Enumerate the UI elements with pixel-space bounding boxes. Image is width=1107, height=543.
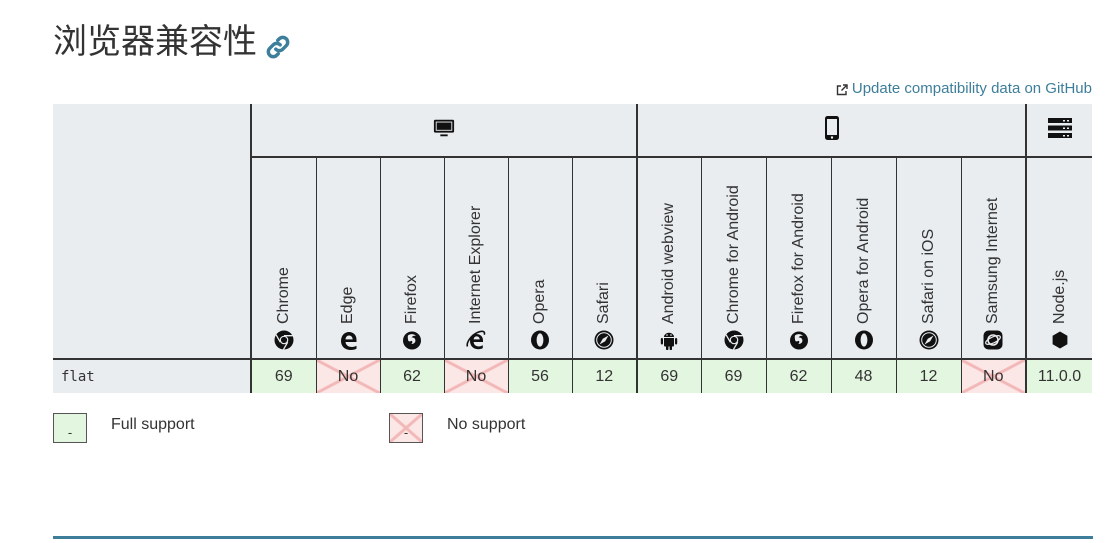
support-cell-safari-on-ios[interactable]: 12: [895, 358, 962, 393]
support-cell-firefox-for-android[interactable]: 62: [765, 358, 832, 393]
chrome-icon: [724, 330, 744, 350]
browser-name: Samsung Internet: [984, 197, 1002, 324]
update-compat-link[interactable]: Update compatibility data on GitHub: [836, 80, 1092, 97]
browser-header-internet-explorer: Internet Explorer: [443, 157, 508, 359]
section-divider: [53, 536, 1093, 539]
samsung-icon: [983, 330, 1003, 350]
support-cell-opera-for-android[interactable]: 48: [830, 358, 897, 393]
chrome-icon: [274, 330, 294, 350]
page-heading: 浏览器兼容性: [53, 14, 291, 63]
browser-name: Safari: [595, 282, 613, 324]
desktop-icon: [432, 119, 456, 143]
update-link-label: Update compatibility data on GitHub: [851, 80, 1092, 97]
platform-mobile: [636, 104, 1027, 158]
support-cell-chrome-for-android[interactable]: 69: [700, 358, 767, 393]
opera-icon: [530, 330, 550, 350]
support-cell-edge[interactable]: No: [315, 358, 380, 393]
browser-header-chrome-for-android: Chrome for Android: [700, 157, 767, 359]
opera-icon: [854, 330, 874, 350]
browser-header-node-js: Node.js: [1025, 157, 1093, 359]
legend-full-label: Full support: [111, 416, 195, 433]
external-link-icon: [836, 83, 848, 95]
support-cell-safari[interactable]: 12: [571, 358, 638, 393]
browser-header-opera: Opera: [507, 157, 572, 359]
browser-name: Node.js: [1050, 269, 1068, 324]
browser-header-row: Chrome Edge Firefox Internet Explorer Opera S…: [53, 157, 1093, 359]
safari-icon: [594, 330, 614, 350]
platform-server: [1025, 104, 1093, 158]
feature-name: flat: [57, 366, 99, 387]
feature-name-cell: flat: [53, 358, 251, 393]
legend-full-swatch: -: [53, 413, 87, 443]
browser-header-edge: Edge: [315, 157, 380, 359]
browser-header-samsung-internet: Samsung Internet: [960, 157, 1027, 359]
support-cell-opera[interactable]: 56: [507, 358, 572, 393]
platform-desktop: [249, 104, 638, 158]
support-cell-node-js[interactable]: 11.0.0: [1025, 358, 1093, 393]
heading-text: 浏览器兼容性: [53, 22, 257, 62]
browser-name: Chrome: [274, 267, 292, 324]
support-cell-firefox[interactable]: 62: [379, 358, 444, 393]
browser-header-firefox: Firefox: [379, 157, 444, 359]
legend-no-label: No support: [447, 416, 526, 433]
browser-name: Opera: [531, 279, 548, 324]
browser-name: Android webview: [660, 203, 678, 324]
nodejs-icon: [1050, 330, 1070, 350]
browser-header-safari-on-ios: Safari on iOS: [895, 157, 962, 359]
permalink-icon[interactable]: [265, 29, 291, 58]
android-icon: [659, 330, 679, 351]
table-corner: [53, 104, 251, 359]
browser-name: Safari on iOS: [919, 228, 937, 324]
browser-name: Opera for Android: [854, 197, 872, 324]
browser-name: Firefox: [403, 275, 420, 324]
legend: - Full support - No support: [53, 413, 653, 449]
support-cell-android-webview[interactable]: 69: [636, 358, 702, 393]
browser-header-chrome: Chrome: [250, 157, 316, 359]
mobile-icon: [824, 115, 840, 145]
firefox-icon: [402, 330, 422, 350]
browser-name: Chrome for Android: [724, 185, 742, 324]
browser-name: Internet Explorer: [467, 205, 484, 324]
browser-header-opera-for-android: Opera for Android: [830, 157, 897, 359]
legend-no-support: - No support: [389, 413, 525, 443]
compat-table: Chrome Edge Firefox Internet Explorer Opera S…: [53, 104, 1093, 393]
safari-icon: [919, 330, 939, 350]
browser-header-safari: Safari: [571, 157, 638, 359]
server-icon: [1047, 117, 1072, 143]
support-cell-chrome[interactable]: 69: [250, 358, 316, 393]
edge-icon: [338, 330, 358, 350]
legend-full-support: - Full support: [53, 413, 195, 443]
legend-no-swatch: -: [389, 413, 423, 443]
browser-header-firefox-for-android: Firefox for Android: [765, 157, 832, 359]
firefox-icon: [789, 330, 809, 350]
platform-header-row: [53, 104, 1093, 359]
ie-icon: [466, 330, 486, 350]
support-cell-samsung-internet[interactable]: No: [960, 358, 1027, 393]
table-row: flat 69 No 62 No 56 12 69 69 62 48 12 No 11.0.0: [53, 358, 1093, 393]
browser-name: Firefox for Android: [789, 193, 807, 324]
browser-header-android-webview: Android webview: [636, 157, 702, 359]
support-cell-internet-explorer[interactable]: No: [443, 358, 508, 393]
browser-name: Edge: [339, 286, 356, 324]
